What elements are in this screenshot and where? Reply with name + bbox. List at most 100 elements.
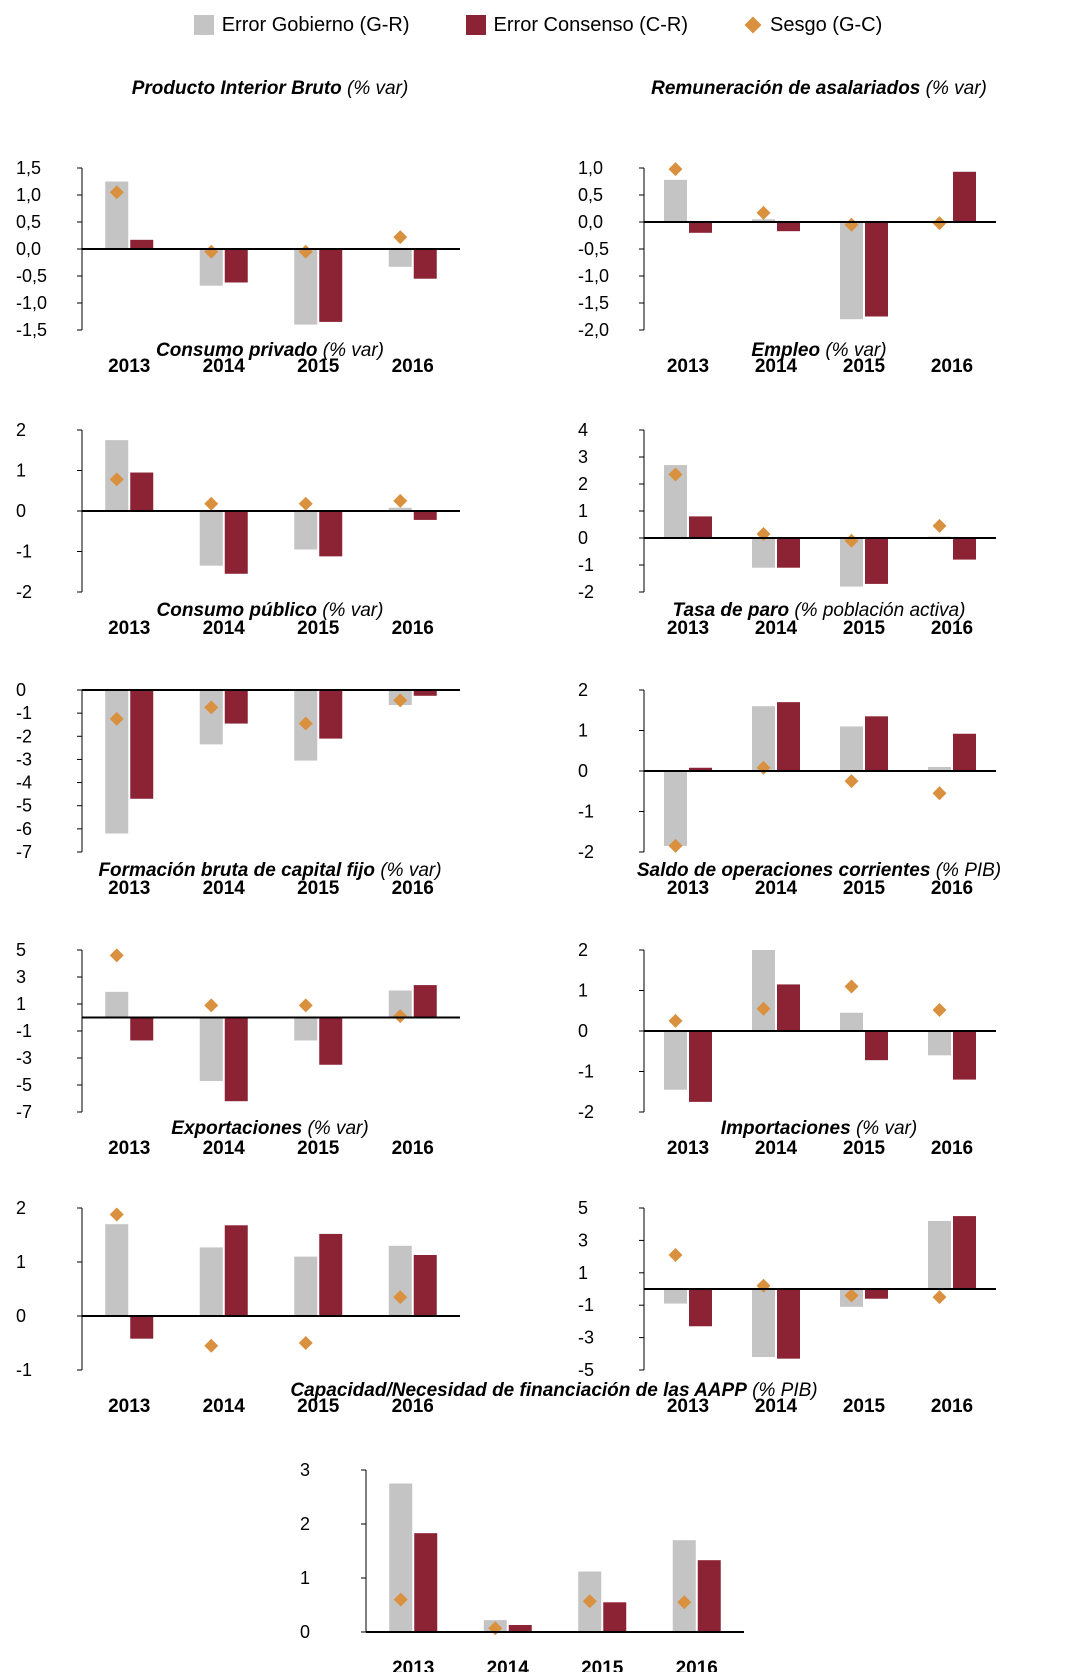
x-category-label: 2014 (203, 878, 246, 899)
bar-gobierno (840, 538, 863, 587)
bar-consenso (953, 1216, 976, 1289)
chart-svg: 2 1 0 -1 -2 2013 2014 2015 2016 (16, 420, 460, 639)
y-tick-label: -1,5 (578, 293, 609, 313)
bar-consenso (413, 1254, 437, 1316)
y-tick-label: 0 (16, 680, 26, 700)
chart-panel-8: Saldo de operaciones corrientes (% PIB) 2… (562, 860, 1076, 1159)
chart-panel-11: Capacidad/Necesidad de financiación de l… (284, 1380, 824, 1672)
x-category-label: 2015 (297, 1138, 340, 1159)
chart-title-unit: (% var) (347, 78, 409, 99)
y-tick-label: 0 (578, 761, 588, 781)
x-category-label: 2015 (843, 356, 886, 377)
marker-sesgo (393, 1290, 408, 1305)
chart-svg: 2 1 0 -1 2013 2014 2015 2016 (16, 1198, 460, 1417)
y-tick-label: -2 (16, 582, 32, 602)
chart-svg: 1,5 1,0 0,5 0,0 -0,5 -1,0 -1,5 2013 2014 2015 2016 (16, 158, 460, 377)
x-category-label: 2016 (931, 878, 973, 899)
bar-gobierno (199, 690, 223, 745)
x-category-label: 2016 (931, 356, 973, 377)
x-category-label: 2013 (667, 878, 709, 899)
chart-svg: 1,0 0,5 0,0 -0,5 -1,0 -1,5 -2,0 2013 2014 2015 201… (578, 158, 996, 377)
x-category-label: 2016 (392, 1138, 434, 1159)
bar-consenso (130, 1316, 154, 1339)
x-category-label: 2016 (392, 878, 434, 899)
legend-item-gobierno: Error Gobierno (G-R) (193, 10, 410, 40)
marker-sesgo (109, 1207, 124, 1222)
x-category-label: 2015 (843, 1138, 886, 1159)
y-tick-label: -3 (16, 749, 32, 769)
x-category-label: 2013 (392, 1658, 434, 1672)
y-tick-label: -0,5 (578, 239, 609, 259)
bar-consenso (777, 538, 800, 568)
x-category-label: 2014 (487, 1658, 530, 1672)
marker-sesgo (393, 693, 408, 708)
bar-consenso (414, 1533, 438, 1632)
y-tick-label: 3 (300, 1460, 310, 1480)
y-tick-label: -0,5 (16, 266, 47, 286)
chart-svg: 2 1 0 -1 -2 2013 2014 2015 2016 (578, 940, 996, 1159)
x-category-label: 2013 (667, 618, 709, 639)
marker-sesgo (844, 774, 859, 789)
bar-gobierno (294, 511, 318, 550)
y-tick-label: 1 (578, 981, 588, 1001)
chart-svg: 4 3 2 1 0 -1 -2 2013 2014 2015 2016 (578, 420, 996, 639)
marker-sesgo (932, 216, 947, 231)
bar-gobierno (752, 1289, 775, 1358)
y-tick-label: 0 (16, 1306, 26, 1326)
bar-consenso (319, 690, 343, 739)
bar-gobierno (199, 1247, 223, 1316)
y-tick-label: -1 (16, 703, 32, 723)
bar-gobierno (928, 1220, 951, 1289)
marker-sesgo (298, 716, 313, 731)
y-tick-label: 1 (578, 1263, 588, 1283)
bar-gobierno (664, 1031, 687, 1090)
chart-title-unit: (% var) (855, 1118, 918, 1139)
y-tick-label: 0,5 (578, 185, 603, 205)
y-tick-label: -1,0 (16, 293, 47, 313)
chart-panel-3: Consumo privado (% var) 2 1 0 -1 -2 2013 2014 20… (0, 340, 540, 639)
bar-consenso (777, 222, 800, 232)
bar-gobierno (105, 1224, 129, 1316)
legend-item-consenso: Error Consenso (C-R) (465, 10, 688, 40)
x-category-label: 2015 (297, 356, 340, 377)
y-tick-label: 1 (16, 461, 26, 481)
chart-title-unit: (% var) (307, 1118, 369, 1139)
marker-sesgo (582, 1594, 597, 1609)
chart-panel-2: Remuneración de asalariados (% var) 1,0 0,… (562, 78, 1076, 377)
y-tick-label: 0 (300, 1622, 310, 1642)
chart-panel-6: Tasa de paro (% población activa) 2 1 0 -1 -2… (562, 600, 1076, 899)
x-category-label: 2015 (843, 878, 886, 899)
y-tick-label: -1,5 (16, 320, 47, 340)
bar-gobierno (752, 706, 775, 771)
bar-consenso (130, 1017, 154, 1041)
bar-consenso (865, 538, 888, 584)
chart-panel-10: Importaciones (% var) 5 3 1 -1 -3 -5 2013 2014 20… (562, 1118, 1076, 1417)
x-category-label: 2016 (931, 618, 973, 639)
marker-sesgo (109, 185, 124, 200)
x-category-label: 2016 (931, 1138, 973, 1159)
x-category-label: 2014 (755, 878, 798, 899)
marker-sesgo (393, 230, 408, 245)
bar-consenso (777, 1289, 800, 1359)
y-tick-label: 0,0 (16, 239, 41, 259)
bar-consenso (953, 538, 976, 560)
y-tick-label: 1 (16, 994, 26, 1014)
marker-sesgo (756, 1278, 771, 1293)
chart-panel-5: Consumo público (% var) 0 -1 -2 -3 -4 -5 -6 -7 20… (0, 600, 540, 899)
y-tick-label: -1 (578, 1295, 594, 1315)
bar-consenso (689, 1031, 712, 1102)
x-category-label: 2016 (392, 356, 434, 377)
marker-sesgo (668, 1247, 683, 1262)
marker-sesgo (756, 526, 771, 541)
chart-panel-7: Formación bruta de capital fijo (% var) 5… (0, 860, 540, 1159)
chart-title-main: Consumo privado (155, 340, 318, 361)
bar-gobierno (928, 1031, 951, 1056)
y-tick-label: 2 (578, 474, 588, 494)
bar-consenso (319, 1017, 343, 1065)
chart-title-main: Exportaciones (171, 1118, 303, 1139)
bar-gobierno (294, 1256, 318, 1316)
y-tick-label: -2 (578, 582, 594, 602)
bar-gobierno (199, 249, 223, 286)
y-tick-label: 5 (16, 940, 26, 960)
y-tick-label: -1 (578, 1062, 594, 1082)
